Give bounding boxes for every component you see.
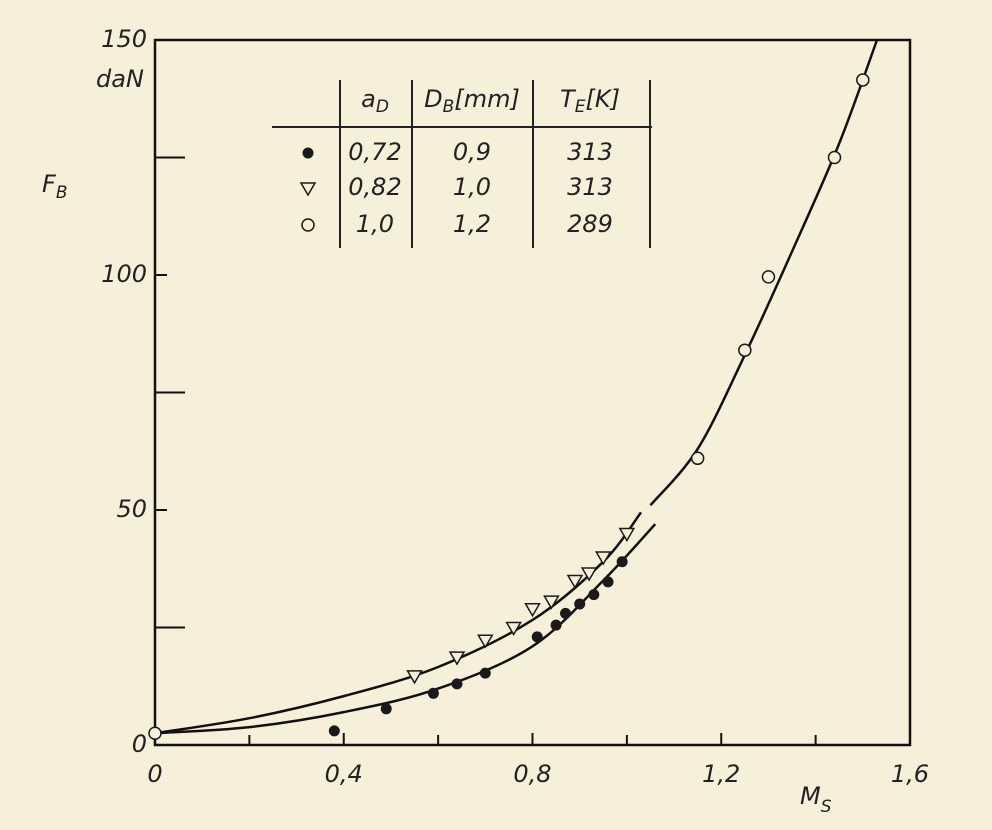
x-tick-label: 0,4	[325, 760, 363, 788]
point	[856, 73, 870, 87]
point	[690, 451, 705, 466]
point	[505, 621, 522, 636]
point	[574, 598, 586, 610]
legend-marker	[299, 182, 317, 197]
point	[761, 270, 776, 284]
y-tick-label: 100	[101, 260, 147, 288]
point	[738, 343, 752, 357]
point	[148, 726, 162, 740]
y-tick-label: 150	[101, 25, 147, 53]
header-suffix: [K]	[585, 85, 619, 113]
point	[524, 602, 541, 618]
legend-table	[272, 80, 652, 248]
table-header: TE[K]	[560, 85, 620, 117]
header-sub: B	[443, 97, 455, 117]
table-cell: 1,2	[453, 210, 491, 238]
point	[580, 567, 598, 582]
header-suffix: [mm]	[454, 85, 519, 113]
point	[566, 574, 584, 589]
point	[560, 607, 572, 619]
point	[406, 670, 423, 685]
point	[827, 150, 842, 165]
point	[479, 667, 491, 679]
table-header: aD	[361, 85, 389, 117]
point	[594, 551, 612, 566]
point	[427, 687, 439, 699]
y-label-sub: B	[56, 183, 68, 203]
x-tick-label: 0,8	[513, 760, 551, 788]
fit-curve	[154, 39, 879, 735]
point	[531, 631, 543, 643]
legend-marker	[301, 218, 315, 232]
x-label-sub: S	[821, 797, 832, 817]
point	[618, 527, 636, 542]
point	[380, 703, 392, 715]
table-cell: 313	[567, 138, 613, 166]
y-tick-label: 0	[132, 730, 147, 758]
header-sub: D	[376, 97, 389, 117]
table-cell: 0,9	[453, 138, 491, 166]
table-cell: 1,0	[356, 210, 394, 238]
point	[328, 725, 340, 737]
y-label-main: F	[42, 170, 57, 198]
fit-curve	[154, 523, 657, 735]
point	[543, 595, 560, 610]
point	[602, 576, 614, 588]
y-tick-label: 50	[116, 495, 147, 523]
header-main: a	[361, 85, 376, 113]
x-label-main: M	[800, 782, 821, 810]
table-cell: 289	[567, 210, 613, 238]
table-cell: 0,82	[348, 173, 401, 201]
table-cell: 1,0	[453, 173, 491, 201]
point	[588, 589, 600, 601]
x-tick-label: 1,6	[891, 760, 929, 788]
table-cell: 313	[567, 173, 613, 201]
x-axis-label: MS	[800, 782, 832, 817]
point	[451, 678, 463, 690]
x-tick-label: 1,2	[702, 760, 740, 788]
table-cell: 0,72	[348, 138, 401, 166]
unit-label: daN	[96, 65, 144, 93]
header-main: D	[424, 85, 442, 113]
header-main: T	[560, 85, 577, 113]
point	[448, 651, 466, 666]
legend-marker	[302, 147, 314, 159]
point	[477, 634, 494, 649]
x-tick-label: 0	[147, 760, 162, 788]
point	[550, 619, 562, 631]
point	[616, 556, 628, 568]
header-sub: E	[575, 97, 586, 117]
table-header: DB[mm]	[424, 85, 520, 117]
y-axis-label: FB	[42, 170, 67, 203]
